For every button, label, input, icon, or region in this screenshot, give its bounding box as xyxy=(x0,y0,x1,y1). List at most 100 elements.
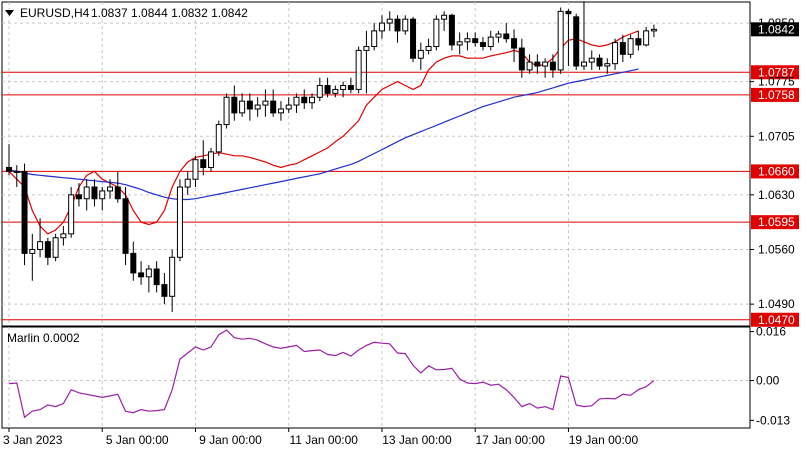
bear-candle xyxy=(479,42,486,48)
bull-candle xyxy=(456,41,463,46)
time-tick-label: 19 Jan 00:00 xyxy=(569,433,639,447)
bull-candle xyxy=(340,85,347,90)
bull-candle xyxy=(215,124,222,153)
bear-candle xyxy=(448,14,455,46)
bull-candle xyxy=(487,36,494,48)
ohlc-values: 1.0837 1.0844 1.0832 1.0842 xyxy=(91,6,248,20)
bull-candle xyxy=(650,28,657,32)
bull-candle xyxy=(355,49,362,90)
time-tick-label: 11 Jan 00:00 xyxy=(289,433,358,447)
bear-candle xyxy=(472,38,479,44)
bull-candle xyxy=(99,190,106,200)
bull-candle xyxy=(285,104,292,110)
bear-candle xyxy=(6,167,12,172)
time-tick-label: 3 Jan 2023 xyxy=(3,433,63,447)
bull-candle xyxy=(262,100,269,106)
bull-candle xyxy=(192,159,199,180)
bear-candle xyxy=(596,57,603,67)
bull-candle xyxy=(363,46,370,51)
bear-candle xyxy=(114,186,121,200)
main-pane-frame xyxy=(1,1,751,327)
level-label: 1.0758 xyxy=(758,88,795,102)
time-axis: 3 Jan 2023 5 Jan 00:00 9 Jan 00:00 11 Jan 0… xyxy=(3,428,638,447)
bear-candle xyxy=(231,96,238,114)
bear-candle xyxy=(44,241,51,258)
bear-candle xyxy=(21,170,28,254)
bull-candle xyxy=(254,104,261,110)
bull-candle xyxy=(293,96,300,106)
dropdown-icon[interactable] xyxy=(5,10,14,16)
bull-candle xyxy=(378,22,385,32)
bull-candle xyxy=(52,237,59,258)
bull-candle xyxy=(309,96,316,104)
bear-candle xyxy=(347,85,354,90)
indicator-pane-frame xyxy=(1,326,751,429)
price-tick-label: 1.0560 xyxy=(758,242,795,256)
bear-candle xyxy=(511,38,518,49)
fast-ma-line xyxy=(8,30,639,235)
bear-candle xyxy=(200,159,207,169)
bear-candle xyxy=(518,47,525,71)
bear-candle xyxy=(246,100,253,110)
bull-candle xyxy=(239,100,246,114)
slow-ma-line xyxy=(8,68,639,201)
bull-candle xyxy=(68,194,75,235)
bull-candle xyxy=(627,38,634,55)
bear-candle xyxy=(138,272,145,278)
indicator-label: Marlin 0.0002 xyxy=(7,331,80,345)
bull-candle xyxy=(526,61,533,71)
level-label-bg xyxy=(751,65,799,80)
bull-candle xyxy=(223,96,230,126)
price-tick-label: 1.0705 xyxy=(758,129,795,143)
price-tick-label: 1.0775 xyxy=(758,75,795,89)
bull-candle xyxy=(169,256,176,297)
level-label-bg xyxy=(751,164,799,179)
bear-candle xyxy=(91,186,98,200)
bear-candle xyxy=(503,33,510,40)
bear-candle xyxy=(153,268,160,286)
bull-candle xyxy=(643,30,650,46)
indicator-tick-label: -0.013 xyxy=(756,413,790,427)
level-label-bg xyxy=(751,215,799,230)
time-tick-label: 5 Jan 00:00 xyxy=(106,433,169,447)
bear-candle xyxy=(565,10,572,15)
indicator-tick-label: 0.00 xyxy=(756,374,780,388)
bull-candle xyxy=(542,61,549,67)
bull-candle xyxy=(425,46,432,51)
bull-candle xyxy=(176,186,183,258)
bear-candle xyxy=(301,96,308,104)
bull-candle xyxy=(13,170,20,173)
bull-candle xyxy=(37,241,44,250)
bull-candle xyxy=(208,151,215,169)
current-price-bg xyxy=(751,22,799,37)
level-label-bg xyxy=(751,312,799,327)
bull-candle xyxy=(464,38,471,43)
bear-candle xyxy=(122,198,129,254)
bear-candle xyxy=(410,18,417,59)
bull-candle xyxy=(332,88,339,94)
bull-candle xyxy=(184,178,191,188)
bear-candle xyxy=(534,61,541,67)
price-tick-label: 1.0630 xyxy=(758,188,795,202)
bear-candle xyxy=(619,42,626,55)
bull-candle xyxy=(604,63,611,67)
indicator-tick-label: 0.016 xyxy=(756,325,786,339)
level-label-bg xyxy=(751,87,799,102)
moving-averages xyxy=(8,30,639,235)
bear-candle xyxy=(635,38,642,46)
time-tick-label: 13 Jan 00:00 xyxy=(382,433,452,447)
bull-candle xyxy=(441,14,448,20)
bear-candle xyxy=(573,16,580,67)
bull-candle xyxy=(433,18,440,48)
bull-candle xyxy=(60,233,67,239)
indicator-pane: 0.016 0.00 -0.013 xyxy=(2,325,790,427)
bear-candle xyxy=(394,18,401,32)
bull-candle xyxy=(371,30,378,48)
bull-candle xyxy=(402,18,409,32)
bull-candle xyxy=(83,186,90,200)
bull-candle xyxy=(580,61,587,67)
time-tick-label: 17 Jan 00:00 xyxy=(475,433,545,447)
price-tick-label: 1.0490 xyxy=(758,297,795,311)
bull-candle xyxy=(29,248,36,254)
symbol-label: EURUSD,H4 xyxy=(20,6,90,20)
